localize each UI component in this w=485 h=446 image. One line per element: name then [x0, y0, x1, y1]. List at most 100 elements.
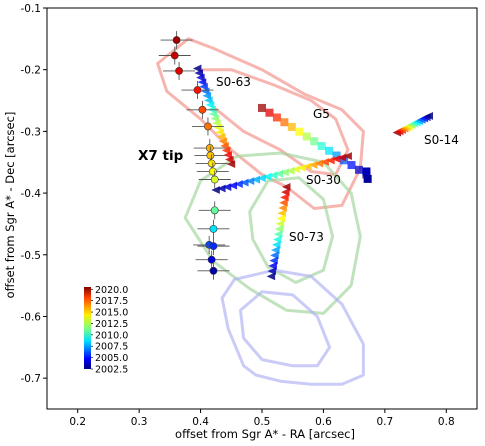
x-ticks: 0.2 0.3 0.4 0.5 0.6 0.7 0.8 [69, 409, 455, 428]
colorbar: 2020.02017.52015.02012.52010.02007.52005… [84, 285, 128, 376]
colorbar-gradient [84, 287, 91, 369]
star-triangle-1-11 [280, 168, 289, 177]
y-tick-label-1: -0.2 [21, 65, 42, 77]
label-s0-73: S0-73 [289, 230, 324, 244]
star-triangle-1-14 [263, 172, 272, 181]
colorbar-tick-label-0: 2020.0 [95, 285, 128, 296]
x-tick-label-6: 0.8 [438, 416, 455, 428]
x7-point-7 [206, 151, 215, 160]
star-triangle-1-16 [251, 175, 261, 184]
star-triangle-2-17 [266, 272, 276, 281]
star-triangle-3-13 [424, 112, 433, 120]
x7-point-12 [209, 224, 218, 233]
contour-layer [156, 37, 365, 386]
star-triangle-0-13 [213, 123, 223, 132]
x-tick-label-2: 0.4 [192, 416, 209, 428]
gas-square-0-1 [265, 108, 274, 117]
star-triangle-1-0 [343, 152, 352, 160]
star-triangle-0-11 [210, 114, 220, 123]
star-triangle-1-8 [297, 163, 306, 172]
star-triangle-0-1 [194, 69, 204, 77]
star-triangle-1-6 [308, 161, 318, 169]
star-triangle-1-10 [285, 166, 295, 175]
star-triangle-0-21 [226, 160, 236, 168]
gas-square-0-2 [272, 113, 281, 122]
star-triangle-0-7 [204, 96, 213, 105]
y-tick-label-0: -0.1 [21, 3, 42, 15]
star-triangle-0-16 [218, 137, 228, 146]
gas-square-0-6 [302, 132, 311, 141]
y-tick-label-4: -0.5 [21, 250, 42, 262]
x7-point-11 [210, 206, 219, 215]
star-triangle-0-18 [221, 146, 231, 155]
extra-square-1 [363, 174, 372, 183]
x7-point-9 [208, 167, 217, 176]
star-triangle-1-4 [320, 158, 329, 166]
star-triangle-0-15 [217, 132, 226, 141]
colorbar-tick-label-4: 2010.0 [95, 330, 128, 341]
gas-square-0-5 [295, 127, 304, 136]
star-triangle-0-3 [197, 78, 207, 87]
star-triangle-0-17 [220, 141, 229, 150]
label-x7-tip: X7 tip [138, 148, 184, 164]
star-triangle-1-22 [217, 184, 226, 193]
star-triangle-0-6 [202, 91, 212, 100]
x-tick-label-1: 0.3 [131, 416, 148, 428]
star-triangle-1-23 [211, 186, 220, 194]
star-triangle-1-17 [245, 177, 255, 186]
star-triangle-1-20 [228, 181, 238, 190]
star-triangle-0-10 [208, 110, 218, 118]
x7-point-1 [170, 51, 179, 60]
contour-3 [248, 176, 335, 284]
contour-0 [156, 37, 365, 210]
gas-square-0-4 [287, 122, 296, 131]
star-triangle-1-1 [337, 153, 347, 162]
x7-point-6 [205, 144, 214, 152]
star-triangle-1-5 [314, 159, 324, 168]
star-triangle-0-0 [192, 64, 202, 73]
y-tick-label-6: -0.7 [21, 373, 42, 385]
x7-point-2 [175, 67, 183, 75]
x-tick-label-4: 0.6 [315, 416, 332, 428]
x7-point-14 [209, 242, 218, 251]
x7-point-8 [207, 159, 216, 168]
star-triangle-0-2 [196, 73, 205, 82]
colorbar-tick-label-5: 2007.5 [95, 342, 128, 353]
x7-point-10 [210, 175, 219, 184]
x-tick-label-3: 0.5 [254, 416, 271, 428]
star-triangle-1-18 [240, 178, 249, 187]
gas-square-0-9 [325, 146, 334, 155]
label-g5: G5 [313, 107, 330, 121]
x-axis-label: offset from Sgr A* - RA [arcsec] [175, 427, 355, 441]
star-triangle-1-2 [331, 155, 341, 163]
gas-square-0-10 [332, 151, 341, 160]
contour-2 [183, 151, 362, 315]
gas-square-0-0 [258, 103, 266, 112]
x7-point-0 [172, 36, 181, 44]
label-s0-30: S0-30 [306, 173, 341, 187]
star-triangle-1-19 [234, 180, 243, 189]
label-s0-63: S0-63 [216, 75, 251, 89]
label-s0-14: S0-14 [424, 133, 459, 147]
colorbar-tick-label-2: 2015.0 [95, 308, 128, 319]
star-triangle-0-12 [212, 119, 221, 128]
extra-square-0 [362, 167, 371, 176]
contour-4 [220, 268, 365, 386]
x-tick-label-5: 0.7 [377, 416, 394, 428]
star-triangle-1-7 [303, 162, 312, 171]
colorbar-tick-label-6: 2005.0 [95, 353, 128, 364]
gas-square-0-7 [310, 137, 319, 146]
gas-square-0-3 [280, 118, 289, 127]
x7-point-3 [193, 86, 202, 94]
colorbar-tick-label-1: 2017.5 [95, 296, 128, 307]
star-triangle-1-9 [291, 165, 301, 174]
x7-point-5 [204, 122, 212, 131]
star-triangle-0-14 [215, 128, 224, 137]
star-triangle-0-5 [200, 87, 210, 96]
gas-square-0-12 [347, 161, 356, 170]
x7-point-4 [198, 105, 207, 114]
y-ticks: -0.1 -0.2 -0.3 -0.4 -0.5 -0.6 -0.7 [21, 3, 47, 385]
star-triangle-1-21 [222, 183, 232, 191]
